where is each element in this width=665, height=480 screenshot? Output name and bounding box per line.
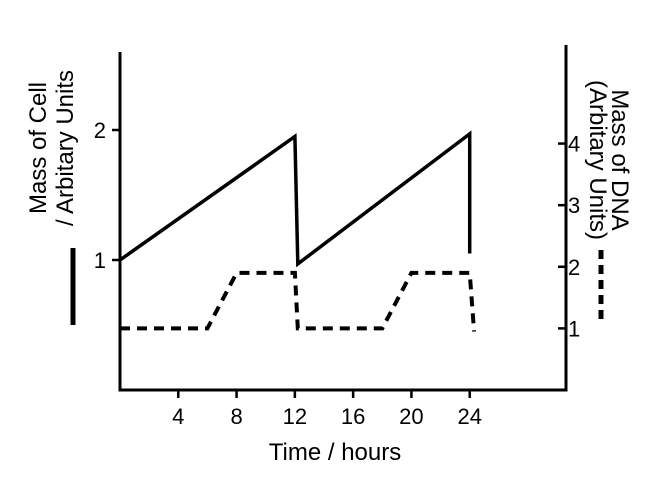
axes <box>118 45 568 392</box>
y-right-tick-label: 4 <box>568 132 580 157</box>
x-tick-label: 24 <box>457 404 481 429</box>
series-layer <box>118 130 477 332</box>
y-right-tick-label: 1 <box>568 316 580 341</box>
axes-frame <box>118 45 568 392</box>
y-right-tick-label: 3 <box>568 193 580 218</box>
x-axis-title: Time / hours <box>269 439 401 466</box>
x-tick-label: 4 <box>172 404 184 429</box>
x-tick-label: 8 <box>230 404 242 429</box>
dna-mass-series-line <box>120 270 477 332</box>
y-left-title-line1: Mass of Cell <box>25 82 52 214</box>
y-left-tick-label: 1 <box>94 248 106 273</box>
y-right-title-line2: (Arbitary Units) <box>584 80 611 240</box>
x-tick-label: 16 <box>341 404 365 429</box>
cell-mass-series-line <box>118 130 472 268</box>
y-left-tick-label: 2 <box>94 118 106 143</box>
y-right-title-line1: Mass of DNA <box>606 89 633 230</box>
y-right-tick-label: 2 <box>568 255 580 280</box>
x-tick-label: 12 <box>283 404 307 429</box>
x-tick-label: 20 <box>399 404 423 429</box>
y-left-title-line2: / Arbitary Units <box>52 70 79 226</box>
